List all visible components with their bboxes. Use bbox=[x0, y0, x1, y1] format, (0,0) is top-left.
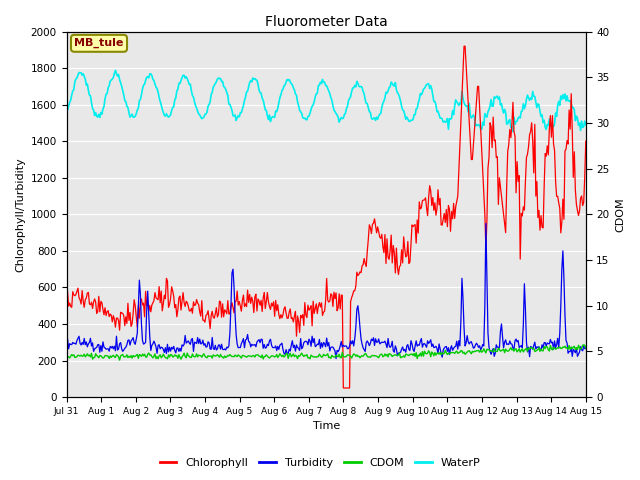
Y-axis label: CDOM: CDOM bbox=[615, 197, 625, 232]
Y-axis label: Chlorophyll/Turbidity: Chlorophyll/Turbidity bbox=[15, 157, 25, 272]
Title: Fluorometer Data: Fluorometer Data bbox=[265, 15, 388, 29]
X-axis label: Time: Time bbox=[312, 421, 340, 432]
Text: MB_tule: MB_tule bbox=[74, 38, 124, 48]
Legend: Chlorophyll, Turbidity, CDOM, WaterP: Chlorophyll, Turbidity, CDOM, WaterP bbox=[155, 453, 485, 472]
